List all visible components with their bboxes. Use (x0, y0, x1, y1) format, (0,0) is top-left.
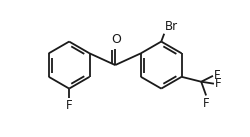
Text: F: F (215, 77, 222, 90)
Text: F: F (214, 69, 220, 82)
Text: F: F (203, 97, 209, 110)
Text: Br: Br (165, 20, 178, 33)
Text: F: F (66, 99, 72, 112)
Text: O: O (111, 33, 121, 46)
